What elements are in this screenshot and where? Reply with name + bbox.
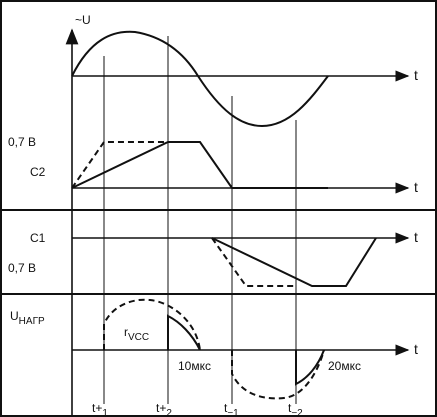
c1-solid [211, 237, 377, 287]
load-negative-solid [295, 349, 325, 386]
panel3-name-label: C1 [30, 231, 46, 245]
panel2-name-label: C2 [30, 165, 46, 179]
panel3-level-label: 0,7 В [8, 261, 36, 275]
panel2-level-label: 0,7 В [8, 135, 36, 149]
panel4-t-label: t [414, 341, 418, 357]
load-positive-dashed [103, 298, 201, 351]
panel3-t-label: t [414, 229, 418, 245]
load-positive-solid [167, 314, 201, 351]
panel1-t-label: t [414, 67, 418, 83]
time-mark-t2plus: t+2 [156, 401, 172, 417]
time-mark-t1minus: t−1 [224, 401, 239, 417]
rvcc-label: rVCC [124, 325, 149, 343]
c2-solid [71, 141, 328, 189]
panel4-y-label: UНАГР [10, 309, 45, 327]
panel1-y-label: ~U [75, 13, 91, 27]
load-negative-dashed [231, 349, 325, 400]
c1-dashed [211, 237, 296, 287]
panel2-t-label: t [414, 179, 418, 195]
time-mark-t1plus: t+1 [92, 401, 108, 417]
time-10us-label: 10мкс [178, 359, 211, 373]
sine-wave [71, 30, 329, 128]
time-mark-t2minus: t−2 [288, 401, 303, 417]
time-20us-label: 20мкс [328, 359, 361, 373]
